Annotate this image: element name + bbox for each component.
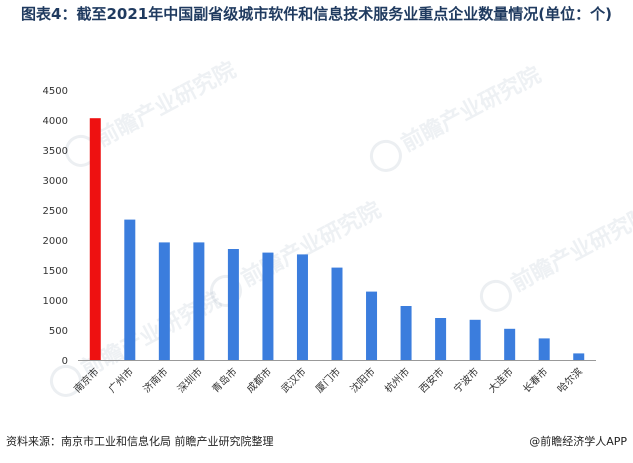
source-note: 资料来源：南京市工业和信息化局 前瞻产业研究院整理 [6, 435, 274, 448]
x-tick-label: 沈阳市 [347, 365, 377, 395]
x-tick-label: 长春市 [520, 365, 550, 395]
bar [124, 219, 136, 360]
x-tick-label: 深圳市 [175, 365, 205, 395]
x-tick-label: 武汉市 [278, 365, 308, 395]
y-tick-label: 3000 [43, 176, 68, 187]
x-tick-label: 西安市 [416, 365, 446, 395]
x-tick-label: 南京市 [71, 365, 101, 395]
y-tick-label: 4000 [43, 116, 68, 127]
y-tick-label: 2500 [43, 206, 68, 217]
bar [469, 319, 481, 360]
bar [573, 353, 585, 360]
bar [435, 318, 447, 360]
bar [331, 267, 343, 360]
x-tick-label: 济南市 [140, 365, 170, 395]
bar [400, 306, 412, 360]
bar [193, 242, 205, 360]
y-tick-label: 1000 [43, 296, 68, 307]
bar [366, 291, 378, 360]
x-tick-label: 厦门市 [313, 365, 343, 395]
y-tick-label: 4500 [43, 86, 68, 97]
bar [504, 328, 516, 360]
bar [227, 249, 239, 360]
bar [158, 242, 170, 360]
y-tick-label: 1500 [43, 266, 68, 277]
bar [538, 338, 550, 360]
y-tick-label: 0 [62, 356, 68, 367]
x-tick-label: 大连市 [485, 365, 515, 395]
x-tick-label: 杭州市 [382, 365, 412, 395]
x-tick-label: 宁波市 [451, 365, 481, 395]
y-tick-label: 2000 [43, 236, 68, 247]
chart-title: 图表4：截至2021年中国副省级城市软件和信息技术服务业重点企业数量情况(单位：… [21, 5, 612, 23]
bar [296, 254, 308, 360]
bar [89, 118, 101, 360]
x-tick-label: 青岛市 [209, 365, 239, 395]
y-tick-label: 500 [49, 326, 68, 337]
brand-label: @前瞻经济学人APP [529, 435, 627, 448]
bar [262, 252, 274, 360]
x-tick-label: 成都市 [244, 365, 274, 395]
x-tick-label: 广州市 [106, 365, 136, 395]
y-tick-label: 3500 [43, 146, 68, 157]
x-tick-label: 哈尔滨 [554, 365, 584, 395]
